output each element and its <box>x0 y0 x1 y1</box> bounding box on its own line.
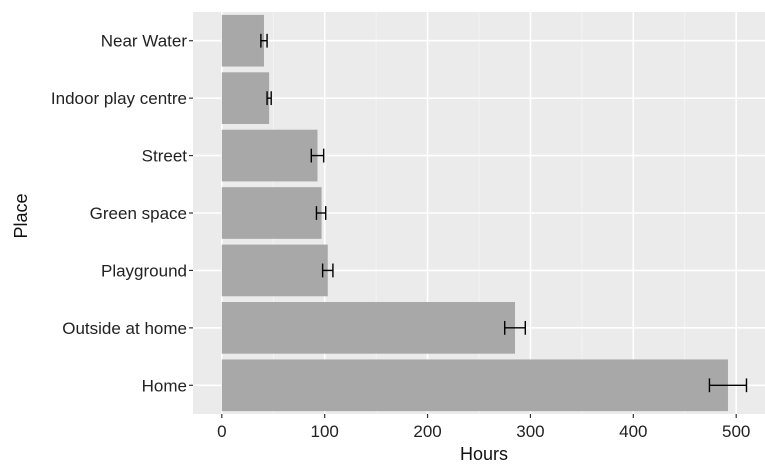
bar <box>221 187 322 239</box>
x-axis-title: Hours <box>460 444 508 464</box>
x-tick-label: 300 <box>516 422 544 441</box>
bar <box>221 244 328 297</box>
bar <box>221 14 264 67</box>
x-tick-label: 200 <box>413 422 441 441</box>
error-bar <box>260 33 268 48</box>
bar <box>221 72 270 124</box>
error-bar <box>310 148 325 163</box>
y-axis: Near Water Indoor play centre Street Green … <box>51 32 193 395</box>
y-tick-label: Street <box>142 147 188 166</box>
y-tick-label: Outside at home <box>62 319 187 338</box>
error-bar <box>708 378 748 393</box>
error-bar <box>504 320 526 335</box>
bar <box>221 359 728 412</box>
error-bar <box>315 206 327 220</box>
y-tick-label: Home <box>142 376 187 395</box>
x-tick-label: 0 <box>217 422 226 441</box>
y-tick-label: Playground <box>101 261 187 280</box>
x-tick-label: 400 <box>619 422 647 441</box>
bars <box>221 14 728 412</box>
y-tick-label: Green space <box>90 204 187 223</box>
bar <box>221 302 516 354</box>
x-axis: 0 100 200 300 400 500 <box>217 414 750 441</box>
y-tick-label: Indoor play centre <box>51 89 187 108</box>
bar <box>221 129 318 182</box>
x-tick-label: 100 <box>310 422 338 441</box>
error-bar <box>266 91 272 106</box>
error-bar <box>321 263 334 278</box>
y-axis-title: Place <box>11 193 31 238</box>
error-bars <box>260 33 748 393</box>
y-tick-label: Near Water <box>101 32 188 51</box>
x-tick-label: 500 <box>722 422 750 441</box>
